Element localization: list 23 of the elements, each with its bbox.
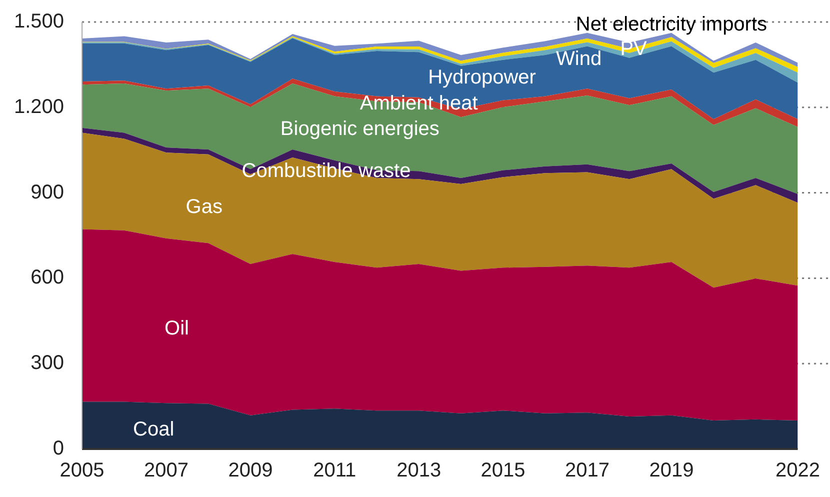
series-label: Wind <box>556 48 602 70</box>
x-tick-label: 2009 <box>228 460 273 482</box>
y-tick-label: 1.200 <box>14 96 64 118</box>
x-tick-label: 2017 <box>565 460 610 482</box>
series-label: Net electricity imports <box>576 13 768 36</box>
y-tick-label: 900 <box>30 181 64 204</box>
series-label: Hydropower <box>428 66 536 89</box>
x-tick-label: 2007 <box>144 460 188 482</box>
y-tick-label: 600 <box>30 266 64 289</box>
x-tick-label: 2005 <box>60 460 104 482</box>
x-tick-label: 2022 <box>776 460 820 482</box>
series-label: Coal <box>133 418 174 441</box>
x-tick-label: 2019 <box>649 460 694 482</box>
series-label: Biogenic energies <box>280 118 440 140</box>
series-label: Combustible waste <box>242 160 411 182</box>
x-tick-label: 2011 <box>313 460 356 482</box>
y-tick-label: 1.500 <box>14 10 64 33</box>
x-tick-label: 2013 <box>396 460 442 482</box>
y-tick-label: 0 <box>52 438 64 460</box>
x-tick-label: 2015 <box>480 460 526 482</box>
series-label: Gas <box>186 196 222 218</box>
y-tick-label: 300 <box>30 352 64 374</box>
series-label: Oil <box>164 317 189 340</box>
